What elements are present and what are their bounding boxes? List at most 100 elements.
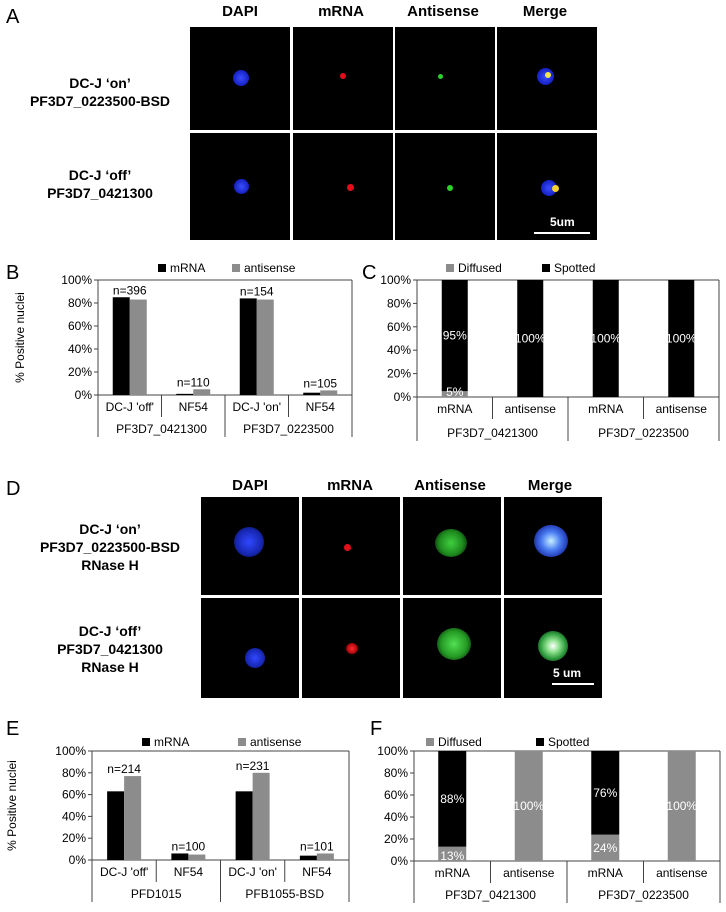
y-tick-label: 20% <box>387 367 411 381</box>
x-group-label: PF3D7_0421300 <box>445 888 536 902</box>
bar-data-label: 100% <box>590 332 621 346</box>
y-tick-label: 60% <box>62 788 86 802</box>
x-group-label: PF3D7_0223500 <box>598 426 689 440</box>
x-group-label: PFB1055-BSD <box>245 887 324 901</box>
nucleus-blob <box>233 70 249 86</box>
x-category-label: NF54 <box>174 865 204 879</box>
mrna-spot <box>347 184 354 191</box>
micrograph-merge-off-rnaseh: 5 um <box>504 598 602 698</box>
stacked-bar-diffused <box>441 391 468 397</box>
antisense-spot <box>438 74 443 79</box>
n-count-label: n=396 <box>113 283 147 297</box>
row-label-line: RNase H <box>81 659 139 675</box>
nucleus-blob <box>234 527 264 557</box>
micrograph-merge-on <box>497 27 597 130</box>
row-label-line: DC-J ‘on’ <box>69 75 131 91</box>
chart-b: 0% 20% 40% 60% 80% 100% % Positive nuclei DC-J … <box>13 261 353 437</box>
antisense-spot <box>447 185 453 191</box>
micrograph-dapi-on-rnaseh <box>201 497 299 595</box>
legend-label: Diffused <box>438 735 482 749</box>
stacked-bar-spotted <box>517 280 544 397</box>
stacked-bar-spotted <box>441 280 468 392</box>
x-category-label: DC-J 'off' <box>106 400 154 414</box>
stacked-bar-diffused <box>667 751 696 861</box>
colocalized-spot <box>545 72 551 78</box>
n-count-label: n=110 <box>177 375 210 389</box>
column-header-mrna: mRNA <box>327 477 373 494</box>
scale-bar <box>534 232 590 234</box>
bar-mrna <box>239 298 257 395</box>
y-tick-label: 40% <box>384 810 408 824</box>
column-header-antisense: Antisense <box>414 477 486 494</box>
x-group-label: PF3D7_0223500 <box>243 422 334 436</box>
x-category-label: mRNA <box>588 402 623 416</box>
micrograph-antisense-on <box>395 27 495 130</box>
y-tick-label: 100% <box>377 744 408 758</box>
column-header-merge: Merge <box>522 3 568 20</box>
panel-letter-d: D <box>6 478 21 500</box>
y-tick-label: 80% <box>387 296 411 310</box>
legend-swatch <box>232 264 240 272</box>
y-tick-label: 20% <box>68 365 92 379</box>
micrograph-mrna-on <box>293 27 393 130</box>
bar-antisense <box>256 299 274 395</box>
n-count-label: n=101 <box>300 839 334 853</box>
bar-data-label: 100% <box>666 799 697 813</box>
nucleus-blob <box>541 180 557 196</box>
bar-data-label: 88% <box>440 792 464 806</box>
antisense-diffuse <box>435 529 467 557</box>
y-axis-title: % Positive nuclei <box>13 292 27 383</box>
panel-letter-b: B <box>6 262 20 284</box>
y-tick-label: 100% <box>61 273 92 287</box>
bar-mrna <box>107 791 125 860</box>
y-tick-label: 20% <box>62 831 86 845</box>
bar-data-label: 100% <box>515 332 546 346</box>
legend-label: Spotted <box>554 261 595 275</box>
y-tick-label: 60% <box>387 320 411 334</box>
bar-antisense <box>320 390 338 395</box>
micrograph-dapi-off <box>190 133 290 240</box>
y-tick-label: 0% <box>391 854 409 868</box>
column-header-antisense: Antisense <box>407 3 479 20</box>
y-tick-label: 60% <box>68 319 92 333</box>
y-tick-label: 80% <box>62 766 86 780</box>
bar-data-label: 5% <box>446 385 464 399</box>
merge-blob <box>538 631 568 661</box>
bar-antisense <box>316 853 334 860</box>
panel-letter-a: A <box>6 6 20 28</box>
y-tick-label: 60% <box>384 788 408 802</box>
bar-data-label: 100% <box>666 332 697 346</box>
row-label-line: PF3D7_0223500-BSD <box>39 539 181 555</box>
micrograph-mrna-off <box>293 133 393 240</box>
y-tick-label: 100% <box>380 273 411 287</box>
row-label-on-rnaseh: DC-J ‘on’ PF3D7_0223500-BSD RNase H <box>20 520 200 574</box>
row-label-line: RNase H <box>81 557 139 573</box>
nucleus-blob <box>234 179 249 194</box>
micrograph-antisense-on-rnaseh <box>403 497 501 595</box>
x-category-label: antisense <box>505 402 557 416</box>
stacked-bar-spotted <box>591 751 620 835</box>
antisense-diffuse <box>437 628 471 660</box>
legend-label: antisense <box>244 261 296 275</box>
bar-data-label: 76% <box>593 786 617 800</box>
x-category-label: mRNA <box>435 866 470 880</box>
mrna-spot <box>340 73 346 79</box>
row-label-line: DC-J ‘off’ <box>78 623 142 639</box>
scale-bar <box>552 683 594 685</box>
mrna-spot <box>346 643 358 654</box>
column-header-mrna: mRNA <box>318 3 364 20</box>
x-group-label: PF3D7_0223500 <box>598 888 689 902</box>
bar-antisense <box>188 854 206 860</box>
x-category-label: NF54 <box>306 400 336 414</box>
bar-mrna <box>299 855 317 860</box>
bar-antisense <box>193 389 211 395</box>
bar-data-label: 100% <box>513 799 544 813</box>
stacked-bar-diffused <box>514 751 543 861</box>
n-count-label: n=105 <box>303 376 337 390</box>
row-label-line: DC-J ‘off’ <box>68 167 132 183</box>
x-category-label: antisense <box>656 866 708 880</box>
chart-c: 0% 20% 40% 60% 80% 100% mRNA antisense mRNA antis… <box>380 261 720 441</box>
micrograph-merge-on-rnaseh <box>504 497 602 595</box>
panel-letter-c: C <box>362 262 377 284</box>
y-tick-label: 0% <box>69 853 87 867</box>
